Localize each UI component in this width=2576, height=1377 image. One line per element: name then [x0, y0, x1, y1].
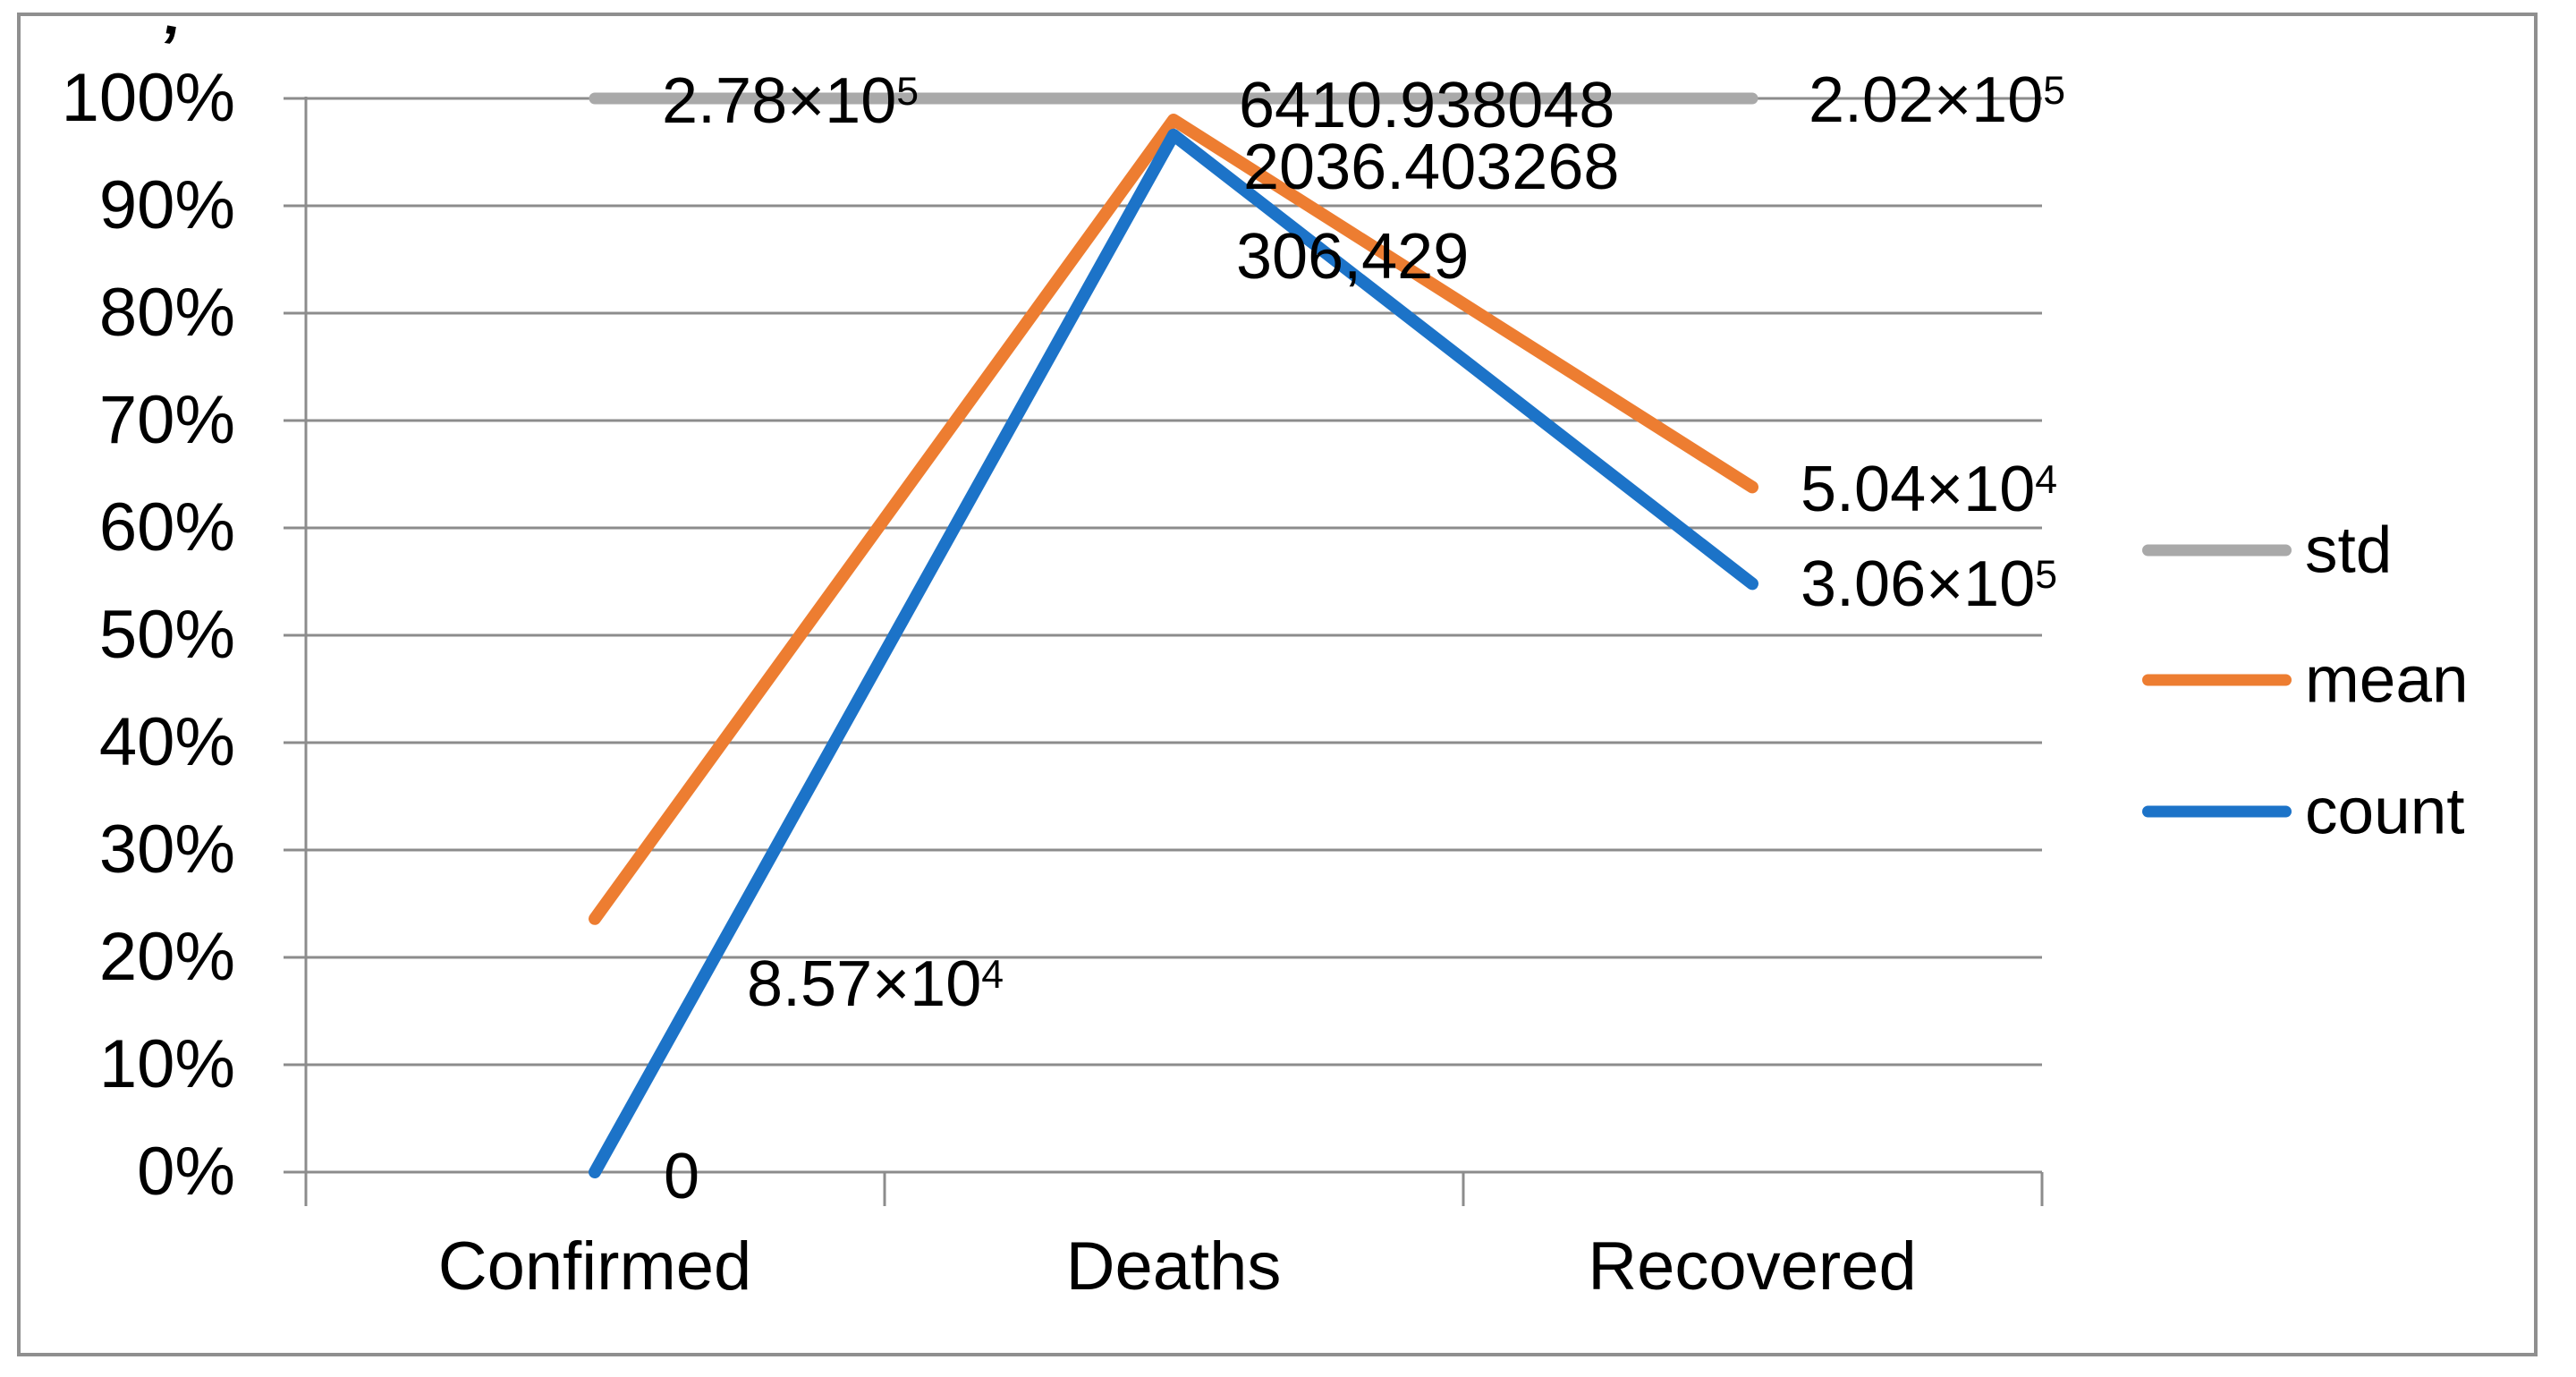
- legend-swatch-std: [2142, 544, 2292, 557]
- data-label-mean-deaths: 2036.403268: [1243, 132, 1620, 203]
- y-tick-label: 0%: [137, 1134, 235, 1210]
- legend-swatch-count: [2142, 805, 2292, 818]
- data-label-count-deaths: 306,429: [1236, 221, 1470, 293]
- exponent: 4: [2035, 457, 2058, 502]
- y-tick-label: 10%: [98, 1026, 235, 1102]
- y-tick-label: 20%: [98, 919, 235, 995]
- category-label-confirmed: Confirmed: [437, 1228, 752, 1305]
- y-tick-label: 90%: [98, 167, 235, 243]
- data-label-std-confirmed: 2.78×105: [662, 65, 919, 137]
- category-label-deaths: Deaths: [1065, 1228, 1282, 1305]
- data-label-count-confirmed: 0: [664, 1141, 700, 1212]
- data-label-std-deaths: 6410.938048: [1239, 70, 1615, 141]
- exponent: 5: [896, 69, 919, 114]
- series-line-mean: [589, 114, 1758, 925]
- data-label-std-recovered: 2.02×105: [1809, 64, 2066, 136]
- y-tick-label: 70%: [98, 382, 235, 458]
- y-tick-label: 80%: [98, 275, 235, 351]
- exponent: 5: [2043, 68, 2066, 113]
- data-label-count-recovered: 3.06×105: [1801, 548, 2058, 620]
- data-label-mean-recovered: 5.04×104: [1801, 454, 2058, 525]
- chart-border: [17, 13, 2538, 1356]
- exponent: 5: [2035, 552, 2058, 597]
- legend-label-mean: mean: [2305, 643, 2469, 717]
- y-tick-label: 40%: [98, 704, 235, 780]
- y-tick-label: 60%: [98, 489, 235, 565]
- legend-label-count: count: [2305, 775, 2465, 848]
- legend-label-std: std: [2305, 514, 2393, 587]
- exponent: 4: [981, 952, 1004, 997]
- data-label-mean-confirmed: 8.57×104: [747, 948, 1004, 1020]
- y-tick-label: 30%: [98, 812, 235, 888]
- series-line-count: [589, 128, 1758, 1178]
- y-tick-label: 50%: [98, 597, 235, 673]
- y-tick-label: 100%: [61, 60, 235, 136]
- legend-swatch-mean: [2142, 674, 2292, 686]
- category-label-recovered: Recovered: [1588, 1228, 1917, 1305]
